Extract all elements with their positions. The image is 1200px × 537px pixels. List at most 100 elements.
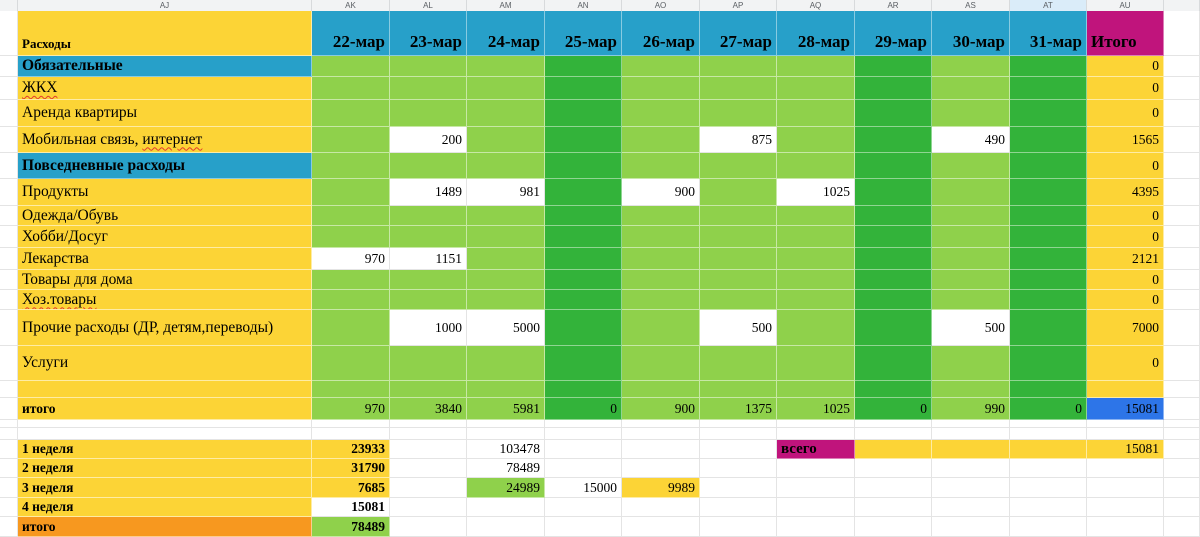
cell-gap-r17-c1[interactable]: [18, 420, 312, 428]
cell-AK-r19[interactable]: 23933: [312, 440, 390, 459]
cell-AQ-r2[interactable]: [777, 56, 855, 77]
cell-AT-r4[interactable]: [1010, 100, 1087, 127]
cell-gap-r17-c13[interactable]: [1164, 420, 1200, 428]
date-header-30-мар[interactable]: 30-мар: [932, 11, 1010, 56]
cell-AU-r10[interactable]: 2121: [1087, 248, 1164, 270]
cell-AT-r11[interactable]: [1010, 270, 1087, 290]
date-header-28-мар[interactable]: 28-мар: [777, 11, 855, 56]
row-label-2[interactable]: Обязательные: [18, 56, 312, 77]
cell-AN-r16[interactable]: 0: [545, 398, 622, 420]
cell-AN-r3[interactable]: [545, 77, 622, 100]
cell-AK-r14[interactable]: [312, 346, 390, 381]
cell-AL-r9[interactable]: [390, 226, 467, 248]
date-header-26-мар[interactable]: 26-мар: [622, 11, 700, 56]
cell-gap-r18-c13[interactable]: [1164, 428, 1200, 440]
cell-AS-r6[interactable]: [932, 153, 1010, 179]
cell-gap-r18-c10[interactable]: [932, 428, 1010, 440]
row-label-3[interactable]: ЖКХ: [18, 77, 312, 100]
date-header-29-мар[interactable]: 29-мар: [855, 11, 932, 56]
cell-AL-r20[interactable]: [390, 459, 467, 478]
cell-AU-r11[interactable]: 0: [1087, 270, 1164, 290]
row-label-5[interactable]: Мобильная связь, интернет: [18, 127, 312, 153]
cell-gap-r18-c5[interactable]: [545, 428, 622, 440]
cell-gap-r18-c9[interactable]: [855, 428, 932, 440]
cell-AN-r15[interactable]: [545, 381, 622, 398]
cell-AU-r23[interactable]: [1087, 517, 1164, 537]
cell-AP-r21[interactable]: [700, 478, 777, 498]
cell-AN-r6[interactable]: [545, 153, 622, 179]
cell-stub-r15[interactable]: [1164, 381, 1200, 398]
cell-AP-r14[interactable]: [700, 346, 777, 381]
cell-AU-r12[interactable]: 0: [1087, 290, 1164, 310]
cell-AK-r4[interactable]: [312, 100, 390, 127]
cell-AQ-r11[interactable]: [777, 270, 855, 290]
cell-left-r8[interactable]: [0, 206, 18, 226]
cell-AT-r21[interactable]: [1010, 478, 1087, 498]
cell-AO-r15[interactable]: [622, 381, 700, 398]
cell-AK-r5[interactable]: [312, 127, 390, 153]
summary-label-20[interactable]: 2 неделя: [18, 459, 312, 478]
cell-AR-r7[interactable]: [855, 179, 932, 206]
cell-gap-r17-c11[interactable]: [1010, 420, 1087, 428]
cell-AN-r10[interactable]: [545, 248, 622, 270]
cell-AT-r3[interactable]: [1010, 77, 1087, 100]
cell-left-r6[interactable]: [0, 153, 18, 179]
date-header-24-мар[interactable]: 24-мар: [467, 11, 545, 56]
cell-AU-r19[interactable]: 15081: [1087, 440, 1164, 459]
column-header-AS[interactable]: AS: [932, 0, 1010, 11]
cell-AO-r9[interactable]: [622, 226, 700, 248]
cell-AO-r22[interactable]: [622, 498, 700, 517]
summary-label-23[interactable]: итого: [18, 517, 312, 537]
cell-AS-r13[interactable]: 500: [932, 310, 1010, 346]
cell-stub-r12[interactable]: [1164, 290, 1200, 310]
cell-AK-r20[interactable]: 31790: [312, 459, 390, 478]
cell-stub-r23[interactable]: [1164, 517, 1200, 537]
cell-AM-r21[interactable]: 24989: [467, 478, 545, 498]
cell-AK-r13[interactable]: [312, 310, 390, 346]
cell-AP-r15[interactable]: [700, 381, 777, 398]
cell-AQ-r21[interactable]: [777, 478, 855, 498]
cell-AO-r19[interactable]: [622, 440, 700, 459]
cell-AP-r13[interactable]: 500: [700, 310, 777, 346]
row-label-7[interactable]: Продукты: [18, 179, 312, 206]
cell-AN-r5[interactable]: [545, 127, 622, 153]
date-header-23-мар[interactable]: 23-мар: [390, 11, 467, 56]
cell-AN-r19[interactable]: [545, 440, 622, 459]
column-header-AM[interactable]: AM: [467, 0, 545, 11]
column-header-AR[interactable]: AR: [855, 0, 932, 11]
cell-gap-r18-c7[interactable]: [700, 428, 777, 440]
cell-AR-r12[interactable]: [855, 290, 932, 310]
cell-AM-r2[interactable]: [467, 56, 545, 77]
cell-AP-r5[interactable]: 875: [700, 127, 777, 153]
cell-stub-r9[interactable]: [1164, 226, 1200, 248]
cell-AK-r21[interactable]: 7685: [312, 478, 390, 498]
cell-AQ-r13[interactable]: [777, 310, 855, 346]
cell-AP-r3[interactable]: [700, 77, 777, 100]
cell-AO-r5[interactable]: [622, 127, 700, 153]
cell-left-r19[interactable]: [0, 440, 18, 459]
cell-stub-r20[interactable]: [1164, 459, 1200, 478]
cell-left-r3[interactable]: [0, 77, 18, 100]
cell-AU-r20[interactable]: [1087, 459, 1164, 478]
cell-left-r23[interactable]: [0, 517, 18, 537]
cell-AS-r10[interactable]: [932, 248, 1010, 270]
cell-AR-r15[interactable]: [855, 381, 932, 398]
cell-stub-r5[interactable]: [1164, 127, 1200, 153]
cell-left-r21[interactable]: [0, 478, 18, 498]
cell-AK-r12[interactable]: [312, 290, 390, 310]
cell-AL-r5[interactable]: 200: [390, 127, 467, 153]
cell-AS-r21[interactable]: [932, 478, 1010, 498]
cell-AR-r9[interactable]: [855, 226, 932, 248]
cell-AM-r14[interactable]: [467, 346, 545, 381]
cell-gap-r18-c8[interactable]: [777, 428, 855, 440]
cell-AL-r13[interactable]: 1000: [390, 310, 467, 346]
cell-AM-r7[interactable]: 981: [467, 179, 545, 206]
cell-left-r4[interactable]: [0, 100, 18, 127]
cell-AR-r6[interactable]: [855, 153, 932, 179]
cell-AP-r4[interactable]: [700, 100, 777, 127]
cell-AM-r9[interactable]: [467, 226, 545, 248]
column-header-AT[interactable]: AT: [1010, 0, 1087, 11]
cell-AQ-r23[interactable]: [777, 517, 855, 537]
row-label-10[interactable]: Лекарства: [18, 248, 312, 270]
cell-AU-r13[interactable]: 7000: [1087, 310, 1164, 346]
